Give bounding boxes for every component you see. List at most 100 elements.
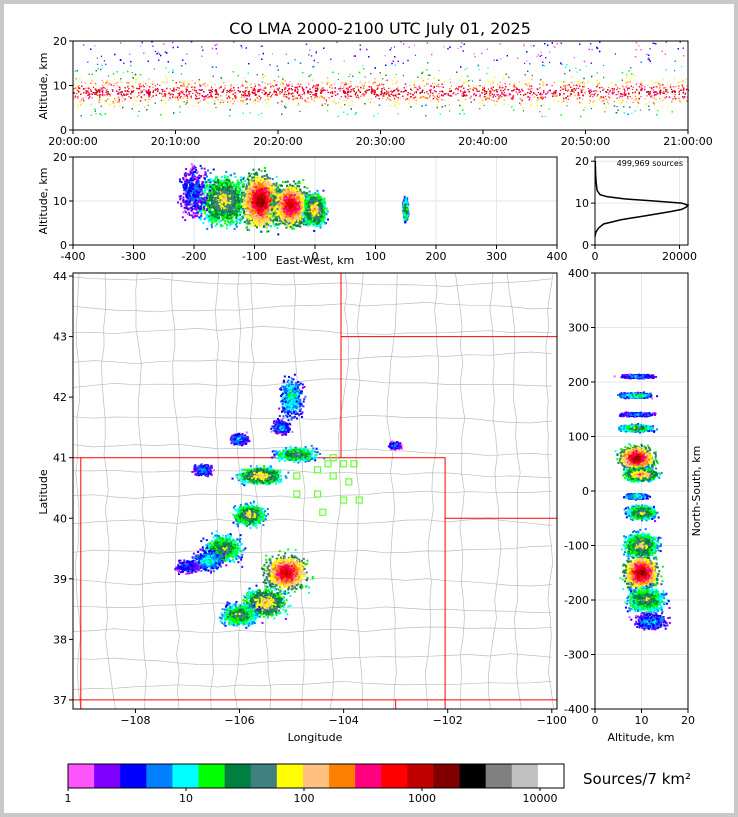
density-cell <box>75 87 76 88</box>
density-cell <box>496 104 497 105</box>
density-cell <box>532 75 533 76</box>
density-cell <box>616 89 617 90</box>
density-cell <box>472 81 473 82</box>
density-cell <box>549 90 550 91</box>
density-cell <box>211 98 212 99</box>
density-cell <box>190 91 191 92</box>
density-cell <box>450 82 451 83</box>
density-cell <box>449 110 450 111</box>
density-cell <box>118 92 119 93</box>
density-cell <box>437 95 438 96</box>
density-cell <box>671 89 672 90</box>
density-cell <box>502 85 503 86</box>
density-cell <box>501 96 502 97</box>
density-cell <box>144 106 145 107</box>
density-cell <box>474 93 475 94</box>
chart-title: CO LMA 2000-2100 UTC July 01, 2025 <box>229 19 531 38</box>
density-cell <box>279 93 280 94</box>
density-cell <box>649 102 650 103</box>
density-cell <box>527 97 528 98</box>
density-cell <box>306 97 307 98</box>
density-cell <box>465 69 466 70</box>
density-cell <box>185 104 186 105</box>
density-cell <box>554 82 555 83</box>
density-cell <box>580 89 581 90</box>
density-cell <box>269 92 270 93</box>
density-cell <box>355 86 356 87</box>
density-cell <box>398 113 399 114</box>
density-cell <box>89 74 90 75</box>
density-cell <box>129 85 130 86</box>
density-cell <box>588 82 589 83</box>
density-cell <box>517 93 518 94</box>
density-cell <box>544 105 545 106</box>
density-cell <box>480 96 481 97</box>
density-cell <box>430 100 431 101</box>
density-cell <box>382 78 383 79</box>
density-cell <box>370 102 371 103</box>
density-cell <box>591 91 592 92</box>
density-cell <box>316 97 317 98</box>
density-cell <box>595 90 596 91</box>
density-cell <box>87 62 88 63</box>
density-cell <box>524 63 525 64</box>
density-cell <box>270 97 271 98</box>
density-cell <box>310 94 311 95</box>
density-cell <box>152 87 153 88</box>
density-cell <box>529 85 530 86</box>
density-cell <box>640 110 641 111</box>
density-cell <box>655 82 656 83</box>
density-cell <box>101 56 102 57</box>
density-cell <box>391 47 392 48</box>
density-cell <box>552 85 553 86</box>
density-cell <box>383 87 384 88</box>
density-cell <box>106 90 107 91</box>
density-cell <box>244 78 245 79</box>
density-cell <box>553 100 554 101</box>
density-cell <box>327 90 328 91</box>
density-cell <box>460 46 461 47</box>
density-cell <box>630 78 631 79</box>
density-cell <box>495 96 496 97</box>
density-cell <box>651 81 652 82</box>
density-cell <box>490 81 491 82</box>
density-cell <box>212 89 213 90</box>
density-cell <box>612 90 613 91</box>
density-cell <box>500 82 501 83</box>
density-cell <box>365 76 366 77</box>
density-cell <box>385 55 386 56</box>
density-cell <box>567 91 568 92</box>
density-cell <box>314 97 315 98</box>
density-cell <box>147 85 148 86</box>
density-cell <box>298 86 299 87</box>
density-cell <box>388 92 389 93</box>
density-cell <box>278 76 279 77</box>
density-cell <box>281 92 282 93</box>
density-cell <box>570 82 571 83</box>
density-cell <box>258 101 259 102</box>
density-cell <box>172 42 173 43</box>
density-cell <box>678 85 679 86</box>
density-cell <box>225 85 226 86</box>
density-cell <box>226 92 227 93</box>
density-cell <box>258 114 259 115</box>
density-cell <box>288 101 289 102</box>
density-cell <box>439 96 440 97</box>
density-cell <box>76 78 77 79</box>
density-cell <box>486 93 487 94</box>
density-cell <box>531 100 532 101</box>
density-cell <box>143 89 144 90</box>
density-cell <box>615 53 616 54</box>
density-cell <box>222 100 223 101</box>
density-cell <box>590 102 591 103</box>
density-cell <box>262 92 263 93</box>
density-cell <box>596 96 597 97</box>
density-cell <box>269 106 270 107</box>
density-cell <box>636 85 637 86</box>
density-cell <box>568 99 569 100</box>
density-cell <box>539 111 540 112</box>
density-cell <box>198 95 199 96</box>
density-cell <box>352 104 353 105</box>
density-cell <box>224 88 225 89</box>
density-cell <box>462 85 463 86</box>
